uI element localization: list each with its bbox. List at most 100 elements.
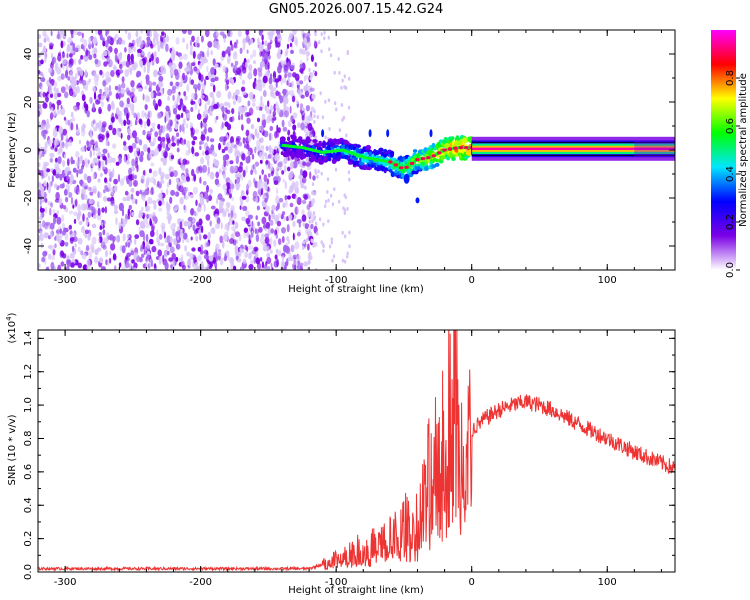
noise-speck xyxy=(234,245,239,253)
colorbar-axes: 0.0 0.2 0.4 0.6 0.8 xyxy=(725,70,740,278)
noise-speck xyxy=(271,30,275,35)
noise-speck xyxy=(65,207,68,213)
noise-speck xyxy=(301,107,305,111)
noise-speck xyxy=(210,82,215,87)
signal-tone-band xyxy=(471,147,675,150)
noise-speck xyxy=(141,253,145,258)
noise-speck xyxy=(38,103,42,109)
noise-speck xyxy=(54,198,60,203)
signal-blob xyxy=(368,129,372,138)
noise-speck xyxy=(292,161,298,169)
noise-speck xyxy=(261,40,264,46)
noise-speck xyxy=(306,267,310,270)
noise-speck xyxy=(124,47,127,53)
noise-speck xyxy=(119,63,123,70)
colorbar-tick-label: 0.6 xyxy=(725,118,736,134)
noise-speck xyxy=(39,222,42,229)
x-tick-label: 100 xyxy=(598,577,617,588)
noise-speck xyxy=(253,255,257,264)
noise-speck xyxy=(327,198,330,203)
noise-speck xyxy=(76,186,80,193)
noise-speck xyxy=(230,43,234,52)
noise-speck xyxy=(197,255,202,262)
noise-speck xyxy=(242,44,246,51)
noise-speck xyxy=(265,145,269,152)
noise-speck xyxy=(165,105,170,112)
noise-speck xyxy=(264,40,268,47)
noise-speck xyxy=(298,174,303,180)
noise-speck xyxy=(133,252,139,258)
noise-speck xyxy=(146,130,152,137)
noise-speck xyxy=(49,112,54,120)
signal-blob xyxy=(424,165,429,171)
noise-speck xyxy=(138,139,143,146)
noise-speck xyxy=(209,220,212,227)
noise-speck xyxy=(284,195,288,201)
noise-speck xyxy=(302,246,305,250)
noise-speck xyxy=(97,190,100,199)
noise-speck xyxy=(40,85,43,91)
noise-speck xyxy=(257,221,260,227)
noise-speck xyxy=(161,174,165,179)
noise-speck xyxy=(246,49,249,54)
noise-speck xyxy=(306,131,309,136)
noise-speck xyxy=(197,83,201,91)
noise-speck xyxy=(169,196,173,204)
noise-speck xyxy=(168,62,173,69)
noise-speck xyxy=(199,140,205,145)
noise-speck xyxy=(49,45,53,50)
noise-speck xyxy=(88,250,93,259)
noise-speck xyxy=(99,257,104,264)
noise-speck xyxy=(252,164,255,170)
noise-speck xyxy=(185,168,189,175)
noise-speck xyxy=(340,85,343,90)
noise-speck xyxy=(202,150,205,156)
noise-speck xyxy=(166,203,170,209)
noise-speck xyxy=(55,62,59,69)
noise-speck xyxy=(72,30,78,36)
noise-speck xyxy=(308,67,311,72)
noise-speck xyxy=(127,153,130,161)
noise-speck xyxy=(42,91,46,98)
noise-speck xyxy=(243,232,247,239)
noise-speck xyxy=(191,62,196,67)
noise-speck xyxy=(96,74,100,82)
noise-speck xyxy=(265,107,270,115)
noise-speck xyxy=(215,115,219,120)
noise-speck xyxy=(174,100,178,107)
noise-speck xyxy=(255,234,260,243)
noise-speck xyxy=(333,70,336,75)
noise-speck xyxy=(218,168,222,174)
colorbar-gradient xyxy=(711,30,736,270)
noise-speck xyxy=(261,61,265,67)
noise-speck xyxy=(215,171,220,179)
noise-speck xyxy=(151,245,157,253)
noise-speck xyxy=(89,96,93,104)
noise-speck xyxy=(262,75,268,84)
noise-speck xyxy=(183,232,188,240)
noise-speck xyxy=(289,105,292,114)
noise-speck xyxy=(263,152,268,157)
noise-speck xyxy=(46,266,50,270)
noise-speck xyxy=(56,210,59,216)
noise-speck xyxy=(242,137,246,144)
noise-speck xyxy=(152,99,156,107)
noise-speck xyxy=(329,193,333,198)
noise-speck xyxy=(276,170,279,178)
noise-speck xyxy=(152,200,157,205)
noise-speck xyxy=(250,38,254,45)
noise-speck xyxy=(323,30,326,35)
noise-speck xyxy=(281,255,285,262)
noise-speck xyxy=(346,254,349,259)
noise-speck xyxy=(62,128,68,136)
signal-blob xyxy=(321,141,327,147)
noise-speck xyxy=(87,233,91,241)
signal-blob xyxy=(324,155,328,160)
noise-speck xyxy=(313,40,318,49)
noise-speck xyxy=(223,255,227,262)
noise-speck xyxy=(258,70,263,78)
noise-speck xyxy=(299,63,304,69)
noise-speck xyxy=(168,166,174,172)
noise-speck xyxy=(72,167,77,173)
noise-speck xyxy=(294,241,300,250)
